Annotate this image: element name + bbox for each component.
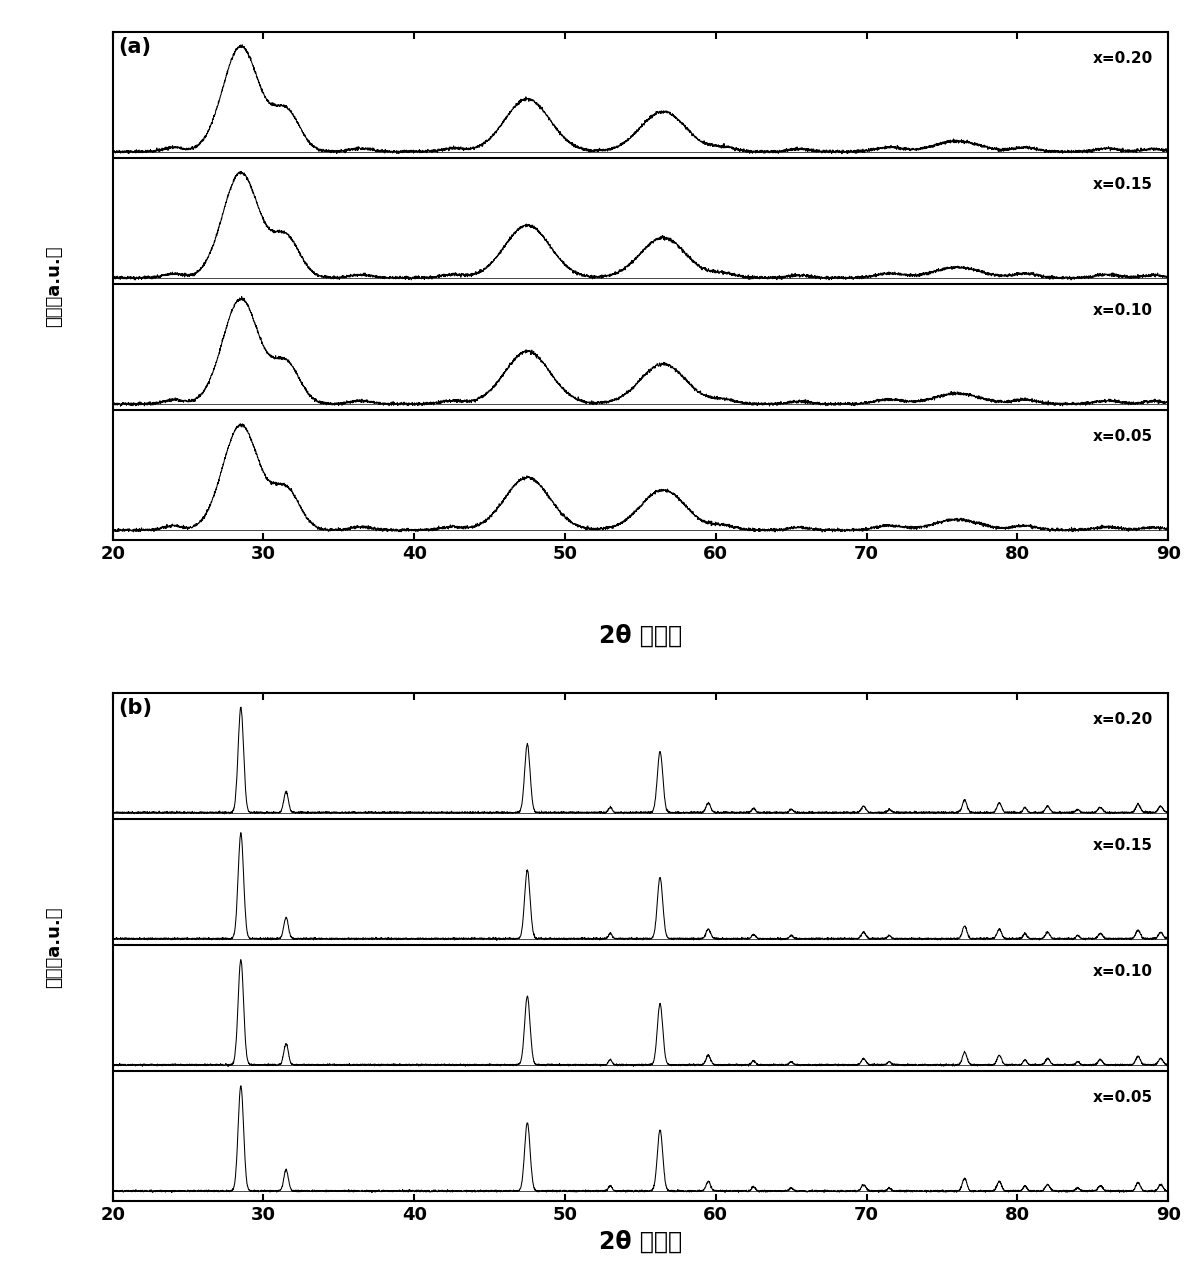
Text: 2θ （度）: 2θ （度） bbox=[599, 624, 682, 647]
Text: x=0.05: x=0.05 bbox=[1093, 1091, 1153, 1106]
Text: x=0.10: x=0.10 bbox=[1093, 304, 1153, 318]
Text: x=0.20: x=0.20 bbox=[1092, 51, 1153, 66]
Text: 強度（a.u.）: 強度（a.u.） bbox=[45, 245, 64, 327]
Text: 強度（a.u.）: 強度（a.u.） bbox=[45, 906, 64, 988]
Text: x=0.05: x=0.05 bbox=[1093, 430, 1153, 445]
Text: 2θ （度）: 2θ （度） bbox=[599, 1230, 682, 1253]
Text: x=0.10: x=0.10 bbox=[1093, 965, 1153, 979]
Text: (a): (a) bbox=[117, 37, 151, 57]
Text: x=0.20: x=0.20 bbox=[1092, 712, 1153, 727]
Text: x=0.15: x=0.15 bbox=[1093, 177, 1153, 192]
Text: (b): (b) bbox=[117, 698, 152, 718]
Text: x=0.15: x=0.15 bbox=[1093, 838, 1153, 853]
